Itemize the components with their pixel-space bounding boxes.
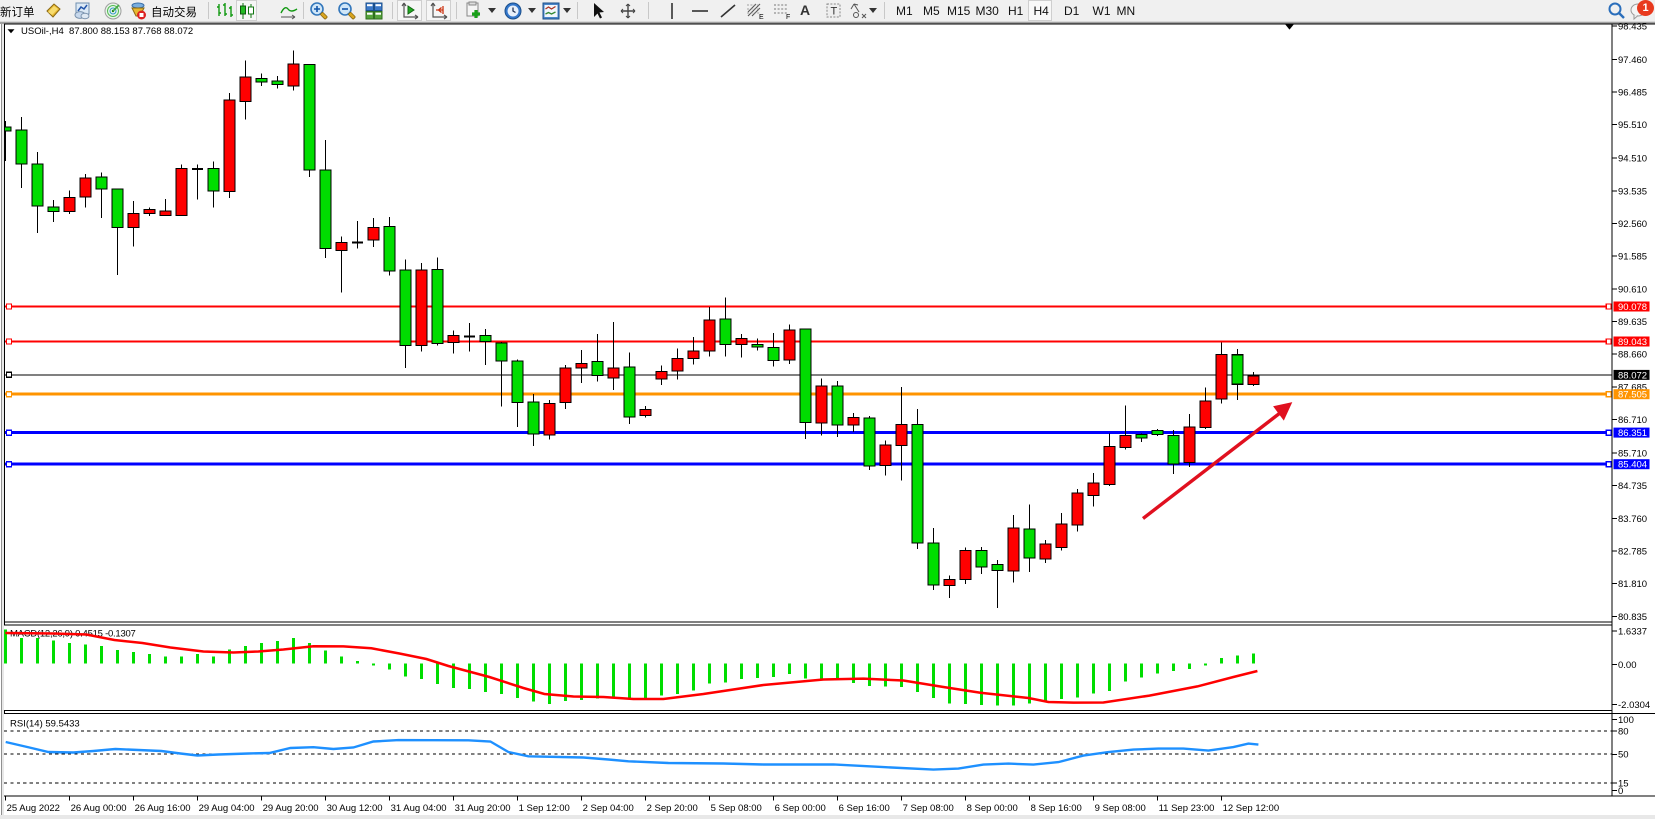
svg-text:96.485: 96.485 [1618, 88, 1647, 99]
svg-text:89.043: 89.043 [1618, 337, 1647, 348]
svg-text:6 Sep 00:00: 6 Sep 00:00 [775, 803, 826, 814]
svg-text:95.510: 95.510 [1618, 120, 1647, 131]
svg-text:100: 100 [1618, 715, 1634, 726]
svg-text:30 Aug 12:00: 30 Aug 12:00 [327, 803, 383, 814]
svg-text:11 Sep 23:00: 11 Sep 23:00 [1159, 803, 1215, 814]
svg-text:86.710: 86.710 [1618, 415, 1647, 426]
svg-text:90.078: 90.078 [1618, 302, 1647, 313]
svg-text:91.585: 91.585 [1618, 252, 1647, 263]
svg-text:92.560: 92.560 [1618, 219, 1647, 230]
svg-text:87.685: 87.685 [1618, 382, 1647, 393]
svg-text:-2.0304: -2.0304 [1618, 700, 1650, 711]
svg-text:F: F [786, 14, 790, 21]
svg-text:85.710: 85.710 [1618, 448, 1647, 459]
svg-text:12 Sep 12:00: 12 Sep 12:00 [1223, 803, 1280, 814]
svg-text:29 Aug 20:00: 29 Aug 20:00 [263, 803, 319, 814]
svg-text:2 Sep 20:00: 2 Sep 20:00 [647, 803, 698, 814]
svg-text:0.00: 0.00 [1618, 660, 1637, 671]
svg-text:8 Sep 00:00: 8 Sep 00:00 [967, 803, 1018, 814]
svg-text:50: 50 [1618, 750, 1629, 761]
svg-text:98.435: 98.435 [1618, 21, 1647, 32]
svg-text:9 Sep 08:00: 9 Sep 08:00 [1095, 803, 1146, 814]
svg-text:6 Sep 16:00: 6 Sep 16:00 [839, 803, 890, 814]
svg-text:82.785: 82.785 [1618, 546, 1647, 557]
svg-text:USOil-,H4 87.800 88.153 87.76: USOil-,H4 87.800 88.153 87.768 88.072 [21, 26, 193, 37]
svg-text:80: 80 [1618, 726, 1629, 737]
svg-text:89.635: 89.635 [1618, 317, 1647, 328]
svg-text:83.760: 83.760 [1618, 514, 1647, 525]
svg-text:94.510: 94.510 [1618, 154, 1647, 165]
svg-text:88.072: 88.072 [1618, 370, 1647, 381]
svg-text:T: T [831, 6, 838, 18]
svg-text:93.535: 93.535 [1618, 186, 1647, 197]
svg-text:0: 0 [1618, 786, 1623, 797]
svg-text:31 Aug 04:00: 31 Aug 04:00 [391, 803, 447, 814]
svg-text:97.460: 97.460 [1618, 55, 1647, 66]
svg-text:2 Sep 04:00: 2 Sep 04:00 [583, 803, 634, 814]
svg-text:90.610: 90.610 [1618, 284, 1647, 295]
svg-text:8 Sep 16:00: 8 Sep 16:00 [1031, 803, 1082, 814]
svg-text:81.810: 81.810 [1618, 579, 1647, 590]
svg-text:RSI(14) 59.5433: RSI(14) 59.5433 [10, 719, 80, 730]
svg-text:7 Sep 08:00: 7 Sep 08:00 [903, 803, 954, 814]
svg-text:E: E [759, 14, 764, 21]
svg-text:26 Aug 16:00: 26 Aug 16:00 [135, 803, 191, 814]
svg-text:29 Aug 04:00: 29 Aug 04:00 [199, 803, 255, 814]
svg-text:87.505: 87.505 [1618, 390, 1647, 401]
svg-text:80.835: 80.835 [1618, 612, 1647, 623]
svg-text:15: 15 [1618, 779, 1629, 790]
svg-text:85.404: 85.404 [1618, 460, 1647, 471]
svg-text:1 Sep 12:00: 1 Sep 12:00 [519, 803, 570, 814]
svg-text:5 Sep 08:00: 5 Sep 08:00 [711, 803, 762, 814]
svg-text:84.735: 84.735 [1618, 481, 1647, 492]
svg-text:88.660: 88.660 [1618, 350, 1647, 361]
svg-text:26 Aug 00:00: 26 Aug 00:00 [71, 803, 127, 814]
svg-text:1.6337: 1.6337 [1618, 626, 1647, 637]
svg-text:31 Aug 20:00: 31 Aug 20:00 [455, 803, 511, 814]
svg-text:86.351: 86.351 [1618, 428, 1647, 439]
svg-text:25 Aug 2022: 25 Aug 2022 [7, 803, 60, 814]
